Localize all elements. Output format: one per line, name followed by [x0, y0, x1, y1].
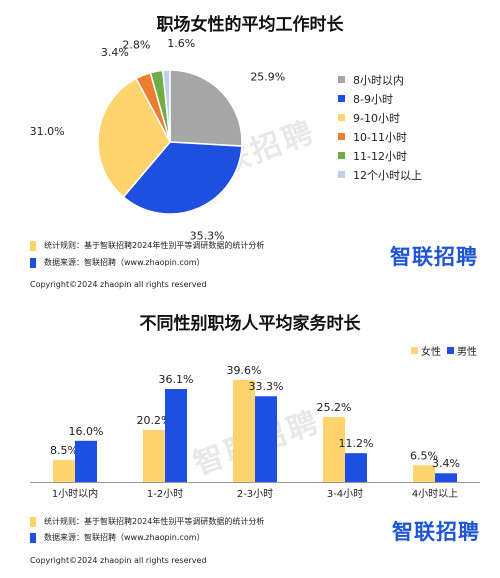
- bar-legend: 女性 男性: [411, 343, 477, 358]
- category-label: 2-3小时: [237, 488, 273, 500]
- pie-legend-label: 8-9小时: [353, 92, 393, 106]
- note-source-marker: [30, 257, 36, 268]
- pie-data-label: 2.8%: [122, 39, 150, 52]
- bar-chart-title: 不同性别职场人平均家务时长: [139, 314, 361, 334]
- note-rule: 统计规则：基于智联招聘2024年性别平等调研数据的统计分析: [44, 241, 265, 250]
- pie-chart-panel: 职场女性的平均工作时长 智联招聘 25.9% 35.3% 31.0% 3.4% 2.8%…: [30, 15, 478, 289]
- pie-legend-swatch: [338, 171, 345, 178]
- copyright: Copyright©2024 zhaopin all rights reserv…: [30, 280, 207, 289]
- pie-legend-item: 9-10小时: [338, 108, 422, 127]
- category-label: 3-4小时: [327, 488, 363, 500]
- pie-slice-6: [161, 69, 171, 143]
- pie-legend-swatch: [338, 133, 345, 140]
- bar-data-label: 6.5%: [410, 449, 438, 462]
- note-rule: 统计规则：基于智联招聘2024年性别平等调研数据的统计分析: [44, 517, 265, 526]
- legend-label-male: 男性: [457, 347, 477, 358]
- bar-male: [75, 440, 97, 482]
- bar-data-label: 16.0%: [69, 425, 104, 438]
- bar-data-label: 3.4%: [432, 457, 460, 470]
- bar-data-label: 25.2%: [317, 401, 352, 414]
- bar-data-label: 20.2%: [137, 414, 172, 427]
- legend-swatch-female: [411, 347, 418, 354]
- pie-chart-title: 职场女性的平均工作时长: [156, 15, 344, 35]
- note-source-row: 数据来源：智联招聘（www.zhaopin.com）: [30, 257, 205, 268]
- bar-female: [413, 465, 435, 482]
- legend-swatch-male: [447, 347, 454, 354]
- note-source: 数据来源：智联招聘（www.zhaopin.com）: [44, 533, 205, 542]
- brand-logo: 智联招聘: [392, 520, 480, 544]
- pie-data-label: 35.3%: [190, 229, 225, 242]
- pie-legend-swatch: [338, 114, 345, 121]
- pie-data-label: 31.0%: [30, 125, 65, 138]
- pie-slice-3: [97, 77, 171, 198]
- bar-female: [233, 380, 255, 482]
- pie-data-label: 25.9%: [250, 70, 285, 83]
- legend-label-female: 女性: [421, 347, 441, 358]
- bar-chart-panel: 不同性别职场人平均家务时长 女性 男性 智联招聘 8.5% 16.0% 1小时以内 2…: [0, 300, 500, 578]
- note-rule-marker: [30, 516, 36, 527]
- note-rule-row: 统计规则：基于智联招聘2024年性别平等调研数据的统计分析: [30, 516, 264, 527]
- pie-legend-item: 10-11小时: [338, 127, 422, 146]
- category-label: 1小时以内: [52, 487, 98, 500]
- pie-slice-2: [122, 141, 243, 215]
- note-rule-marker: [30, 240, 36, 251]
- bar-data-label: 11.2%: [339, 437, 374, 450]
- bar-chart: 8.5% 16.0% 1小时以内 20.2% 36.1% 1-2小时 39.6% 33.3% 2…: [30, 364, 480, 500]
- pie-slice-1: [169, 69, 243, 147]
- bar-female: [143, 429, 165, 482]
- brand-logo: 智联招聘: [390, 245, 478, 269]
- pie-legend-item: 8小时以内: [338, 70, 422, 89]
- note-source: 数据来源：智联招聘（www.zhaopin.com）: [44, 258, 205, 267]
- bar-data-label: 36.1%: [159, 373, 194, 386]
- pie-legend-label: 12个小时以上: [353, 168, 422, 182]
- bar-male: [165, 389, 187, 482]
- bar-data-label: 33.3%: [249, 380, 284, 393]
- pie-legend-swatch: [338, 95, 345, 102]
- note-source-marker: [30, 532, 36, 543]
- bar-male: [255, 396, 277, 482]
- bar-female: [323, 417, 345, 482]
- bar-data-label: 8.5%: [50, 444, 78, 457]
- pie-legend-item: 12个小时以上: [338, 165, 422, 184]
- pie-chart: 25.9% 35.3% 31.0% 3.4%2.8% 1.6%: [30, 37, 286, 242]
- bar-female: [53, 460, 75, 482]
- pie-data-label: 1.6%: [167, 37, 195, 50]
- note-source-row: 数据来源：智联招聘（www.zhaopin.com）: [30, 532, 205, 543]
- copyright: Copyright©2024 zhaopin all rights reserv…: [30, 556, 207, 565]
- pie-data-label: 3.4%: [101, 46, 129, 59]
- pie-legend-label: 11-12小时: [353, 149, 407, 163]
- bar-data-label: 39.6%: [227, 364, 262, 377]
- bar-male: [345, 453, 367, 482]
- pie-legend-swatch: [338, 152, 345, 159]
- note-rule-row: 统计规则：基于智联招聘2024年性别平等调研数据的统计分析: [30, 240, 264, 251]
- pie-legend-item: 11-12小时: [338, 146, 422, 165]
- pie-legend-item: 8-9小时: [338, 89, 422, 108]
- pie-legend-swatch: [338, 76, 345, 83]
- pie-legend-label: 10-11小时: [353, 130, 407, 144]
- pie-legend: 8小时以内 8-9小时 9-10小时 10-11小时 11-12小时 12个小时以上: [338, 70, 422, 184]
- pie-legend-label: 9-10小时: [353, 111, 400, 125]
- category-label: 4小时以上: [412, 488, 458, 500]
- pie-legend-label: 8小时以内: [353, 73, 404, 87]
- bar-male: [435, 473, 457, 482]
- category-label: 1-2小时: [147, 488, 183, 500]
